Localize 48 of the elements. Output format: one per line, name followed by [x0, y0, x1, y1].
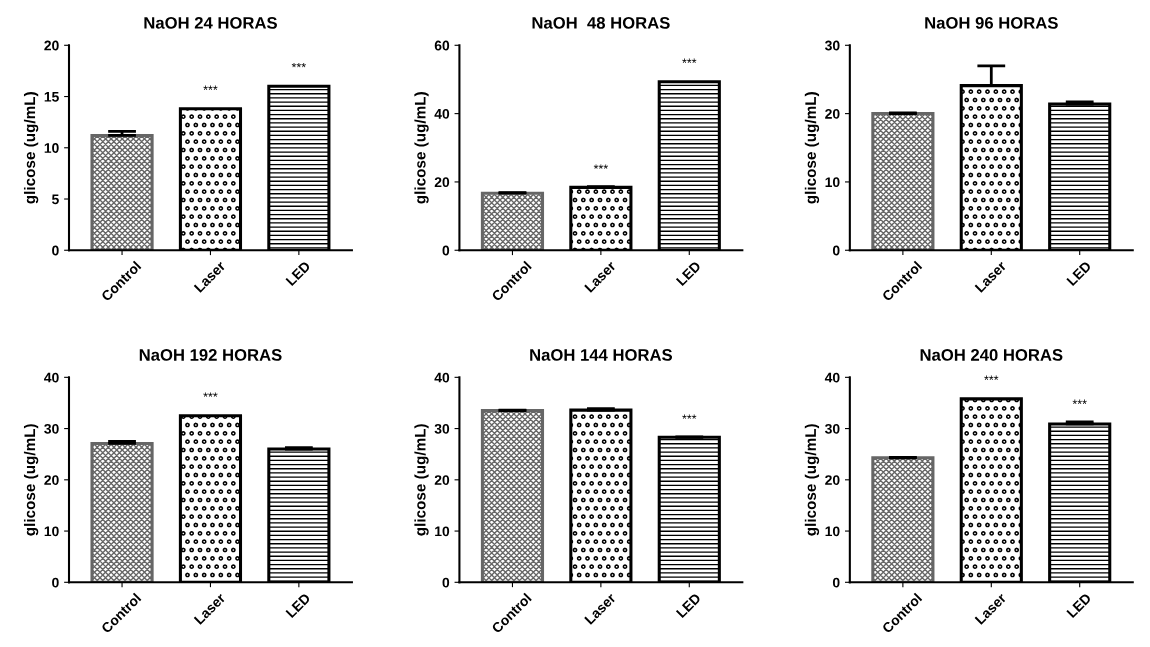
annotation: *** [984, 375, 999, 380]
chart-title: NaOH 24 HORAS [144, 16, 277, 29]
chart-title: NaOH 48 HORAS [532, 16, 670, 29]
y-tick-label: 40 [434, 372, 450, 383]
y-tick-label: 5 [51, 194, 59, 205]
y-axis-title: glicose (ug/mL) [804, 424, 820, 536]
y-tick-label: 0 [52, 577, 59, 588]
y-tick-label: 0 [442, 577, 450, 588]
y-tick-label: 30 [434, 423, 450, 434]
y-tick-label: 0 [832, 245, 840, 256]
chart-title: NaOH 96 HORAS [925, 16, 1058, 29]
chart-title: NaOH 144 HORAS [530, 349, 673, 361]
y-tick-label: 20 [44, 475, 59, 485]
y-tick-label: 20 [434, 177, 450, 188]
y-tick-label: 30 [44, 423, 59, 434]
y-tick-label: 10 [44, 143, 59, 153]
y-axis-title: glicose (ug/mL) [414, 424, 429, 536]
y-axis-title: glicose (ug/mL) [804, 92, 820, 204]
annotation: *** [203, 392, 218, 397]
chart-title: NaOH 192 HORAS [139, 349, 282, 361]
y-axis-title: glicose (ug/mL) [23, 92, 39, 204]
y-tick-label: 40 [824, 372, 840, 383]
annotation: *** [593, 164, 608, 169]
y-tick-label: 10 [825, 177, 840, 188]
y-tick-label: 40 [44, 372, 59, 383]
y-tick-label: 0 [442, 245, 450, 256]
y-axis-title: glicose (ug/mL) [23, 424, 39, 536]
annotation: *** [203, 85, 218, 90]
chart-title: NaOH 240 HORAS [920, 349, 1063, 361]
y-tick-label: 60 [434, 40, 450, 51]
annotation: *** [682, 58, 697, 63]
y-axis-title: glicose (ug/mL) [414, 92, 429, 204]
y-tick-label: 20 [434, 475, 450, 485]
annotation: *** [291, 62, 306, 68]
y-tick-label: 30 [824, 423, 840, 434]
y-tick-label: 30 [824, 40, 840, 51]
y-tick-label: 20 [44, 40, 59, 51]
y-tick-label: 10 [825, 526, 840, 537]
y-tick-label: 15 [44, 92, 59, 102]
y-tick-label: 10 [44, 526, 59, 537]
y-tick-label: 0 [52, 245, 59, 256]
annotation: *** [682, 414, 697, 419]
annotation: *** [1072, 399, 1087, 404]
y-tick-label: 0 [832, 577, 840, 588]
y-tick-label: 20 [825, 475, 840, 485]
y-tick-label: 40 [434, 108, 450, 119]
y-tick-label: 20 [825, 108, 840, 119]
y-tick-label: 10 [435, 526, 450, 537]
